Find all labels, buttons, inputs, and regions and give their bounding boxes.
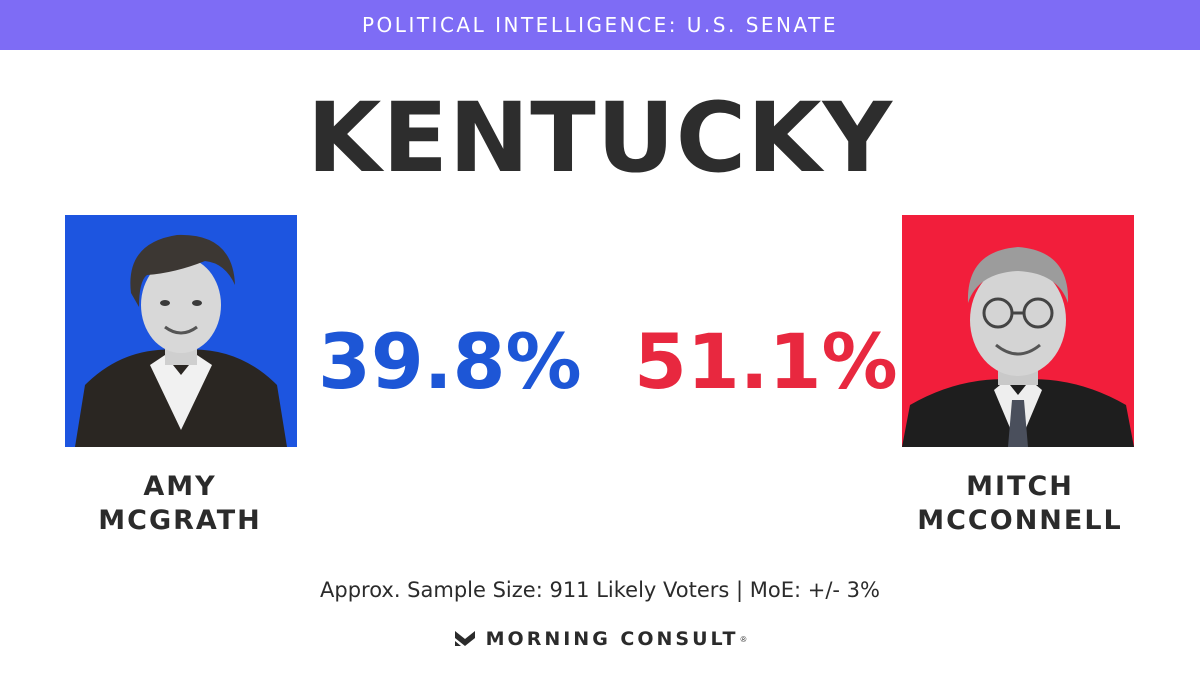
candidate-name-mcconnell: MITCH MCCONNELL [880, 470, 1160, 538]
candidate-name-mcgrath: AMY MCGRATH [40, 470, 320, 538]
morning-consult-logo-icon [454, 631, 475, 646]
state-title: KENTUCKY [306, 82, 894, 194]
candidate-first-name: AMY [143, 471, 217, 502]
candidate-last-name: MCCONNELL [917, 505, 1123, 536]
candidate-photo-mcconnell [902, 215, 1134, 447]
candidate-last-name: MCGRATH [98, 505, 262, 536]
percent-mcconnell: 51.1% [634, 317, 898, 406]
sample-size-note: Approx. Sample Size: 911 Likely Voters |… [320, 578, 880, 602]
candidate-first-name: MITCH [966, 471, 1074, 502]
registered-mark: ® [740, 634, 747, 644]
header-banner: POLITICAL INTELLIGENCE: U.S. SENATE [0, 0, 1200, 50]
brand-footer: MORNING CONSULT ® [0, 624, 1200, 654]
percent-mcgrath: 39.8% [318, 317, 582, 406]
candidate-photo-mcgrath [65, 215, 297, 447]
banner-title: POLITICAL INTELLIGENCE: U.S. SENATE [362, 13, 838, 37]
brand-name: MORNING CONSULT [485, 628, 739, 650]
